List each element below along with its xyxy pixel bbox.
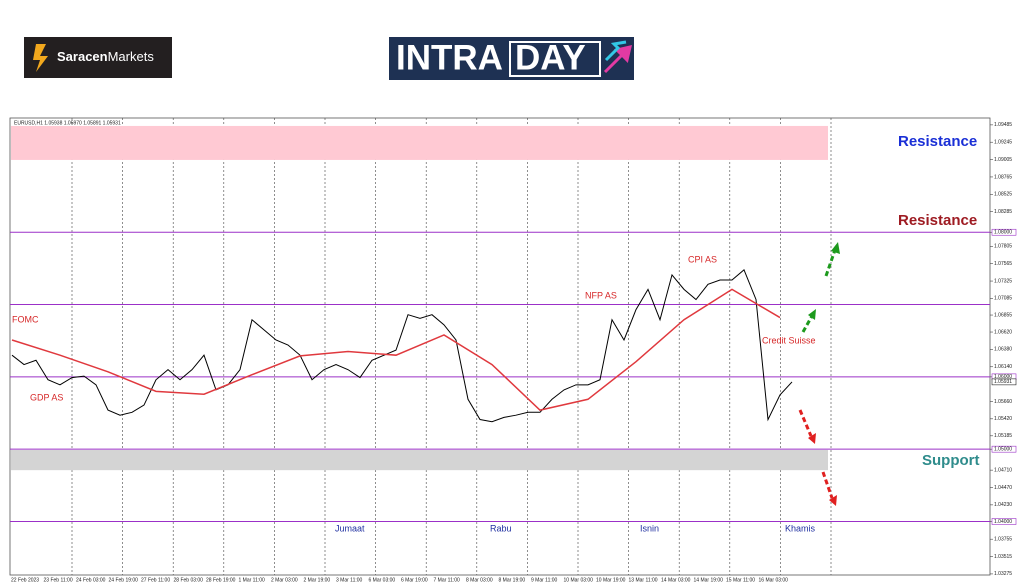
y-tick-label: 1.09245 [994, 140, 1012, 146]
moving-average [11, 288, 781, 411]
annotation: Credit Suisse [762, 335, 816, 345]
zone [11, 125, 828, 160]
x-tick-label: 14 Mar 19:00 [694, 577, 724, 583]
banner-box [509, 41, 601, 77]
chart-title: EURUSD,H1 1.05938 1.05970 1.05891 1.0593… [14, 120, 121, 126]
x-tick-label: 16 Mar 03:00 [759, 577, 789, 583]
x-tick-label: 8 Mar 03:00 [466, 577, 493, 583]
y-tick-label: 1.08765 [994, 174, 1012, 180]
brand-bold: Saracen [57, 49, 108, 64]
zone-label: Support [922, 452, 980, 469]
x-tick-label: 6 Mar 19:00 [401, 577, 428, 583]
y-tick-label: 1.05000 [994, 447, 1012, 453]
x-tick-label: 13 Mar 11:00 [629, 577, 658, 583]
arrow-head [831, 242, 840, 254]
y-tick-label: 1.04470 [994, 485, 1012, 491]
x-tick-label: 24 Feb 19:00 [109, 577, 139, 583]
annotation: CPI AS [688, 254, 717, 264]
x-tick-label: 7 Mar 11:00 [434, 577, 461, 583]
annotation: FOMC [12, 314, 39, 324]
y-tick-label: 1.06380 [994, 347, 1012, 353]
x-tick-label: 22 Feb 2023 [11, 577, 39, 583]
brand-icon [33, 44, 48, 72]
y-tick-label: 1.05420 [994, 416, 1012, 422]
annotation: NFP AS [585, 290, 617, 300]
brand-logo [24, 37, 172, 78]
x-tick-label: 1 Mar 11:00 [239, 577, 266, 583]
tick-box [991, 228, 1017, 236]
price-box [991, 378, 1017, 386]
x-tick-label: 8 Mar 19:00 [499, 577, 526, 583]
day-label: Rabu [490, 523, 512, 533]
x-tick-label: 10 Mar 03:00 [564, 577, 594, 583]
arrow-head [808, 433, 816, 444]
banner-a: INTRA [396, 38, 503, 77]
brand-light: Markets [108, 49, 155, 64]
zone-label: Resistance [898, 212, 977, 229]
x-tick-label: 14 Mar 03:00 [661, 577, 691, 583]
x-tick-label: 23 Feb 11:00 [44, 577, 73, 583]
current-price: 1.05931 [994, 379, 1012, 385]
x-tick-label: 15 Mar 11:00 [726, 577, 755, 583]
tick-box [991, 518, 1017, 525]
y-tick-label: 1.04710 [994, 467, 1012, 473]
y-tick-label: 1.03515 [994, 554, 1012, 560]
arrow-head [808, 309, 816, 320]
x-tick-label: 28 Feb 19:00 [206, 577, 236, 583]
y-tick-label: 1.05185 [994, 433, 1012, 439]
zone [11, 449, 828, 471]
x-tick-label: 10 Mar 19:00 [596, 577, 626, 583]
y-tick-label: 1.09485 [994, 122, 1012, 128]
banner-b: DAY [515, 38, 586, 77]
arrows [798, 249, 837, 499]
arrow-down [821, 471, 834, 499]
banner [389, 37, 634, 80]
y-tick-label: 1.06855 [994, 312, 1012, 318]
y-tick-label: 1.07805 [994, 244, 1012, 250]
y-tick-label: 1.07085 [994, 296, 1012, 302]
annotation: GDP AS [30, 392, 63, 402]
day-label: Khamis [785, 523, 816, 533]
y-tick-label: 1.03755 [994, 537, 1012, 543]
x-tick-label: 6 Mar 03:00 [369, 577, 396, 583]
y-tick-label: 1.08525 [994, 192, 1012, 198]
y-tick-label: 1.07565 [994, 261, 1012, 267]
y-tick-label: 1.04230 [994, 502, 1012, 508]
banner-arrow [603, 44, 633, 74]
y-tick-label: 1.06140 [994, 364, 1012, 370]
price-line [11, 269, 793, 423]
y-tick-label: 1.03275 [994, 571, 1012, 577]
y-tick-label: 1.08000 [994, 230, 1012, 236]
arrow-head [829, 495, 837, 506]
brand-name: SaracenMarkets [57, 49, 154, 64]
day-label: Jumaat [335, 523, 365, 533]
x-tick-label: 24 Feb 03:00 [76, 577, 106, 583]
arrow-up [824, 249, 837, 277]
x-tick-label: 28 Feb 03:00 [174, 577, 204, 583]
x-tick-label: 2 Mar 03:00 [271, 577, 298, 583]
zone-label: Resistance [898, 133, 977, 150]
y-tick-label: 1.08285 [994, 209, 1012, 215]
y-tick-label: 1.06000 [994, 374, 1012, 380]
x-tick-label: 27 Feb 11:00 [141, 577, 170, 583]
y-tick-label: 1.09005 [994, 157, 1012, 163]
x-tick-label: 9 Mar 11:00 [531, 577, 558, 583]
arrow-up [801, 315, 814, 333]
tick-box [991, 445, 1017, 453]
plot-frame [9, 117, 991, 576]
y-tick-label: 1.04000 [994, 519, 1012, 525]
day-label: Isnin [640, 523, 659, 533]
x-tick-label: 3 Mar 11:00 [336, 577, 363, 583]
x-tick-label: 2 Mar 19:00 [304, 577, 331, 583]
y-tick-label: 1.07325 [994, 278, 1012, 284]
arrow-down [798, 409, 813, 437]
y-tick-label: 1.06620 [994, 329, 1012, 335]
y-tick-label: 1.05660 [994, 399, 1012, 405]
banner-arrow [604, 40, 627, 62]
